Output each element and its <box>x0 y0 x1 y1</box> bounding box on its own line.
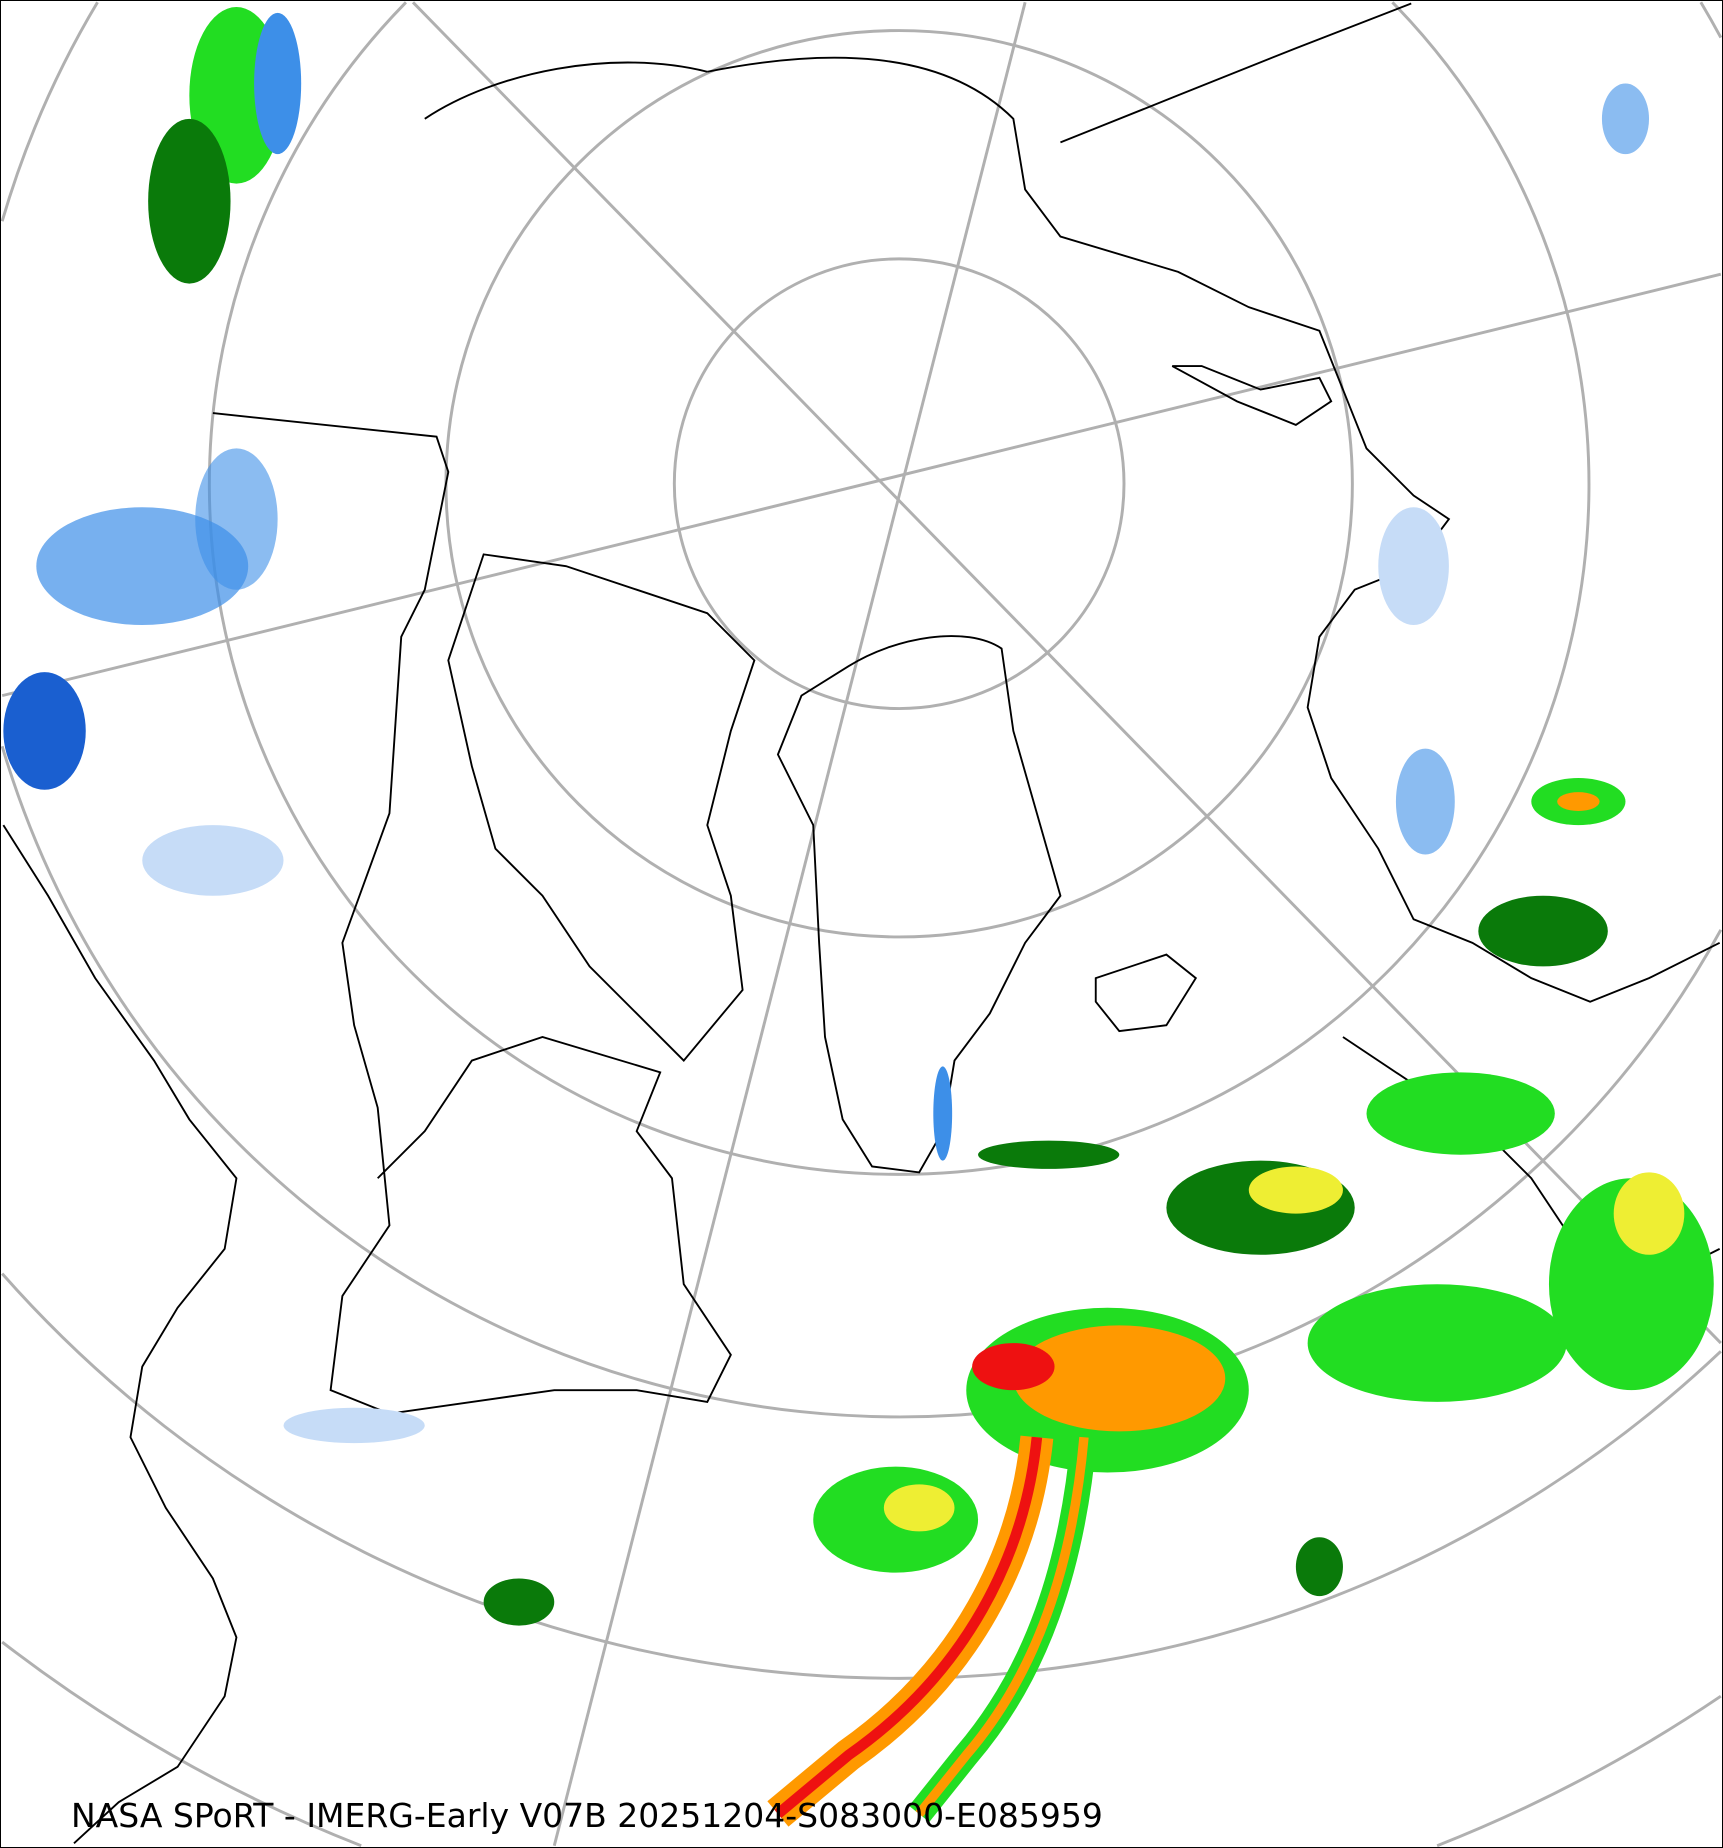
precip-area <box>1307 1284 1567 1402</box>
precip-area <box>1013 1325 1226 1432</box>
precip-area <box>254 12 302 155</box>
precip-area <box>195 448 278 590</box>
precip-area <box>1478 895 1608 967</box>
iceland-coast <box>1094 953 1198 1033</box>
canadian-archipelago-coast <box>447 553 756 1062</box>
precip-area <box>1378 507 1449 626</box>
precip-area <box>972 1343 1055 1391</box>
latitude-circle-50 <box>1 1 1722 1419</box>
precip-area <box>1395 748 1455 855</box>
precip-area <box>1613 1172 1685 1255</box>
siberia-coast <box>424 2 1412 144</box>
precip-area <box>1295 1537 1343 1597</box>
precip-area <box>483 1578 555 1626</box>
precip-area <box>142 825 284 896</box>
map-caption: NASA SPoRT - IMERG-Early V07B 20251204-S… <box>71 1796 1103 1835</box>
meridian-line <box>552 1 1027 1847</box>
eurasia-coast <box>707 56 1721 1003</box>
greenland-coast <box>776 635 1062 1174</box>
latitude-circle-40 <box>1 1272 1722 1680</box>
precipitation <box>3 6 1714 1827</box>
precip-band <box>915 1436 1089 1817</box>
precip-area <box>36 507 249 626</box>
precip-area <box>1601 83 1650 155</box>
latitude-circle-80 <box>672 257 1126 711</box>
precip-area <box>933 1066 953 1161</box>
north-america-west <box>2 824 238 1845</box>
latitude-circle-30 <box>1 1640 1722 1847</box>
precip-area <box>883 1484 955 1532</box>
latitude-circle-70 <box>444 29 1354 939</box>
meridian-line <box>1 272 1722 698</box>
precip-area <box>978 1140 1120 1169</box>
precip-band <box>774 1436 1043 1818</box>
precip-area <box>1248 1166 1343 1214</box>
precip-area <box>283 1407 425 1444</box>
north-america-coast <box>212 412 732 1415</box>
precip-area <box>1557 792 1600 811</box>
precip-area <box>3 672 86 790</box>
precip-area <box>1366 1072 1555 1155</box>
novaya-zemlya-coast <box>1171 365 1333 426</box>
precip-area <box>148 118 231 284</box>
